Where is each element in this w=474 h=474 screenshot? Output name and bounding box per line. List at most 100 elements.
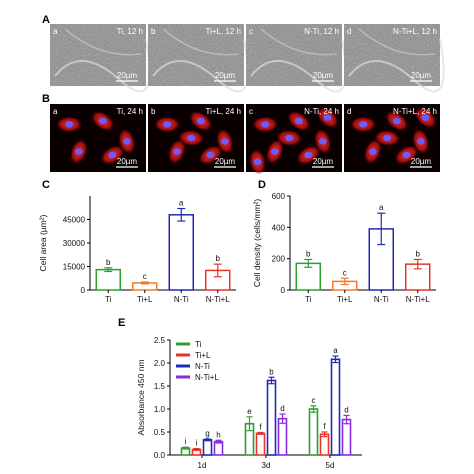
- legend-label: Ti+L: [195, 351, 211, 360]
- image-label: N-Ti, 24 h: [304, 107, 339, 116]
- bar: [255, 432, 266, 456]
- x-tick-label: Ti: [305, 295, 312, 304]
- image-label: Ti, 24 h: [117, 107, 143, 116]
- bar: [308, 408, 319, 456]
- x-tick-label: 5d: [326, 461, 335, 470]
- y-tick-label: 0.0: [154, 451, 166, 460]
- cell-ridge: [348, 38, 445, 93]
- y-tick-label: 400: [272, 223, 286, 232]
- cell-nucleus: [206, 151, 215, 159]
- y-tick-label: 0.5: [154, 428, 166, 437]
- bar: [319, 433, 330, 456]
- cell-nucleus: [294, 117, 303, 125]
- legend-label: N-Ti: [195, 362, 210, 371]
- significance-letter: d: [280, 404, 284, 413]
- x-tick-label: 1d: [198, 461, 207, 470]
- scale-bar-label: 20µm: [215, 71, 236, 80]
- image-label: Ti, 12 h: [117, 27, 143, 36]
- image-label: Ti+L, 24 h: [205, 107, 241, 116]
- significance-letter: g: [205, 429, 209, 438]
- scale-bar-label: 20µm: [215, 157, 236, 166]
- bar: [202, 439, 213, 456]
- x-tick-label: N-Ti+L: [206, 295, 230, 304]
- y-tick-label: 2.0: [154, 359, 166, 368]
- sem-image: c N-Ti, 12 h 20µm: [246, 24, 347, 93]
- cell-nucleus: [253, 158, 262, 165]
- cell-nucleus: [220, 138, 229, 145]
- bar: [330, 358, 341, 456]
- significance-letter: i: [196, 439, 198, 448]
- significance-letter: c: [312, 396, 316, 405]
- y-tick-label: 200: [272, 255, 286, 264]
- image-letter: a: [53, 107, 58, 116]
- cell-nucleus: [359, 121, 368, 128]
- y-tick-label: 1.0: [154, 405, 166, 414]
- significance-letter: f: [323, 422, 326, 431]
- cell-ridge: [260, 28, 338, 56]
- image-letter: c: [249, 27, 253, 36]
- image-label: N-Ti+L, 24 h: [393, 107, 437, 116]
- significance-letter: c: [143, 272, 147, 281]
- cell-nucleus: [383, 134, 392, 142]
- legend-label: Ti: [195, 340, 202, 349]
- image-letter: b: [151, 27, 156, 36]
- legend-item: N-Ti: [176, 362, 210, 371]
- y-tick-label: 15000: [63, 263, 86, 272]
- y-tick-label: 30000: [63, 239, 86, 248]
- cell-nucleus: [187, 134, 196, 142]
- significance-letter: b: [269, 367, 274, 376]
- x-tick-label: N-Ti: [374, 295, 389, 304]
- image-label: N-Ti, 12 h: [304, 27, 339, 36]
- y-tick-label: 600: [272, 192, 286, 201]
- panel-letter-c: C: [42, 179, 50, 191]
- fluor-image: a Ti, 24 h 20µm: [50, 104, 146, 172]
- sem-image: b Ti+L, 12 h 20µm: [148, 24, 249, 93]
- image-label: N-Ti+L, 12 h: [393, 27, 437, 36]
- image-letter: d: [347, 27, 351, 36]
- cell-nucleus: [196, 117, 205, 125]
- scale-bar-label: 20µm: [117, 157, 138, 166]
- image-letter: d: [347, 107, 351, 116]
- cell-nucleus: [122, 138, 131, 145]
- cell-nucleus: [416, 138, 425, 145]
- y-axis-label: Absorbance 450 nm: [136, 359, 146, 435]
- significance-letter: a: [333, 346, 338, 355]
- y-tick-label: 0: [281, 286, 286, 295]
- bar: [168, 214, 194, 291]
- sem-image: d N-Ti+L, 12 h 20µm: [344, 24, 445, 93]
- scale-bar-label: 20µm: [313, 71, 334, 80]
- panel-letter-a: A: [42, 14, 50, 26]
- y-tick-label: 1.5: [154, 382, 166, 391]
- x-tick-label: Ti+L: [137, 295, 153, 304]
- cell-nucleus: [368, 148, 377, 155]
- significance-letter: b: [306, 249, 311, 258]
- y-axis-label: Cell density (cells/mm²): [252, 199, 262, 287]
- significance-letter: e: [247, 407, 252, 416]
- cell-density-chart: 0 200 400 600 Cell density (cells/mm²) b Ti c Ti…: [252, 192, 436, 304]
- cell-nucleus: [270, 148, 279, 155]
- significance-letter: c: [343, 268, 347, 277]
- image-label: Ti+L, 12 h: [205, 27, 241, 36]
- x-tick-label: N-Ti: [174, 295, 189, 304]
- bar: [213, 440, 224, 456]
- cell-nucleus: [98, 117, 107, 125]
- cell-nucleus: [108, 151, 117, 159]
- panel-letter-d: D: [258, 179, 266, 191]
- scale-bar-label: 20µm: [313, 157, 334, 166]
- cell-nucleus: [74, 148, 83, 155]
- sem-image: a Ti, 12 h 20µm: [50, 24, 151, 93]
- x-tick-label: Ti: [105, 295, 112, 304]
- x-tick-label: 3d: [262, 461, 271, 470]
- legend-item: Ti+L: [176, 351, 211, 360]
- significance-letter: a: [179, 199, 184, 208]
- scale-bar-label: 20µm: [117, 71, 138, 80]
- cell-nucleus: [172, 148, 181, 155]
- significance-letter: b: [416, 249, 421, 258]
- bar: [277, 417, 288, 456]
- y-tick-label: 2.5: [154, 336, 166, 345]
- significance-letter: i: [185, 437, 187, 446]
- significance-letter: h: [216, 430, 220, 439]
- significance-letter: b: [106, 258, 111, 267]
